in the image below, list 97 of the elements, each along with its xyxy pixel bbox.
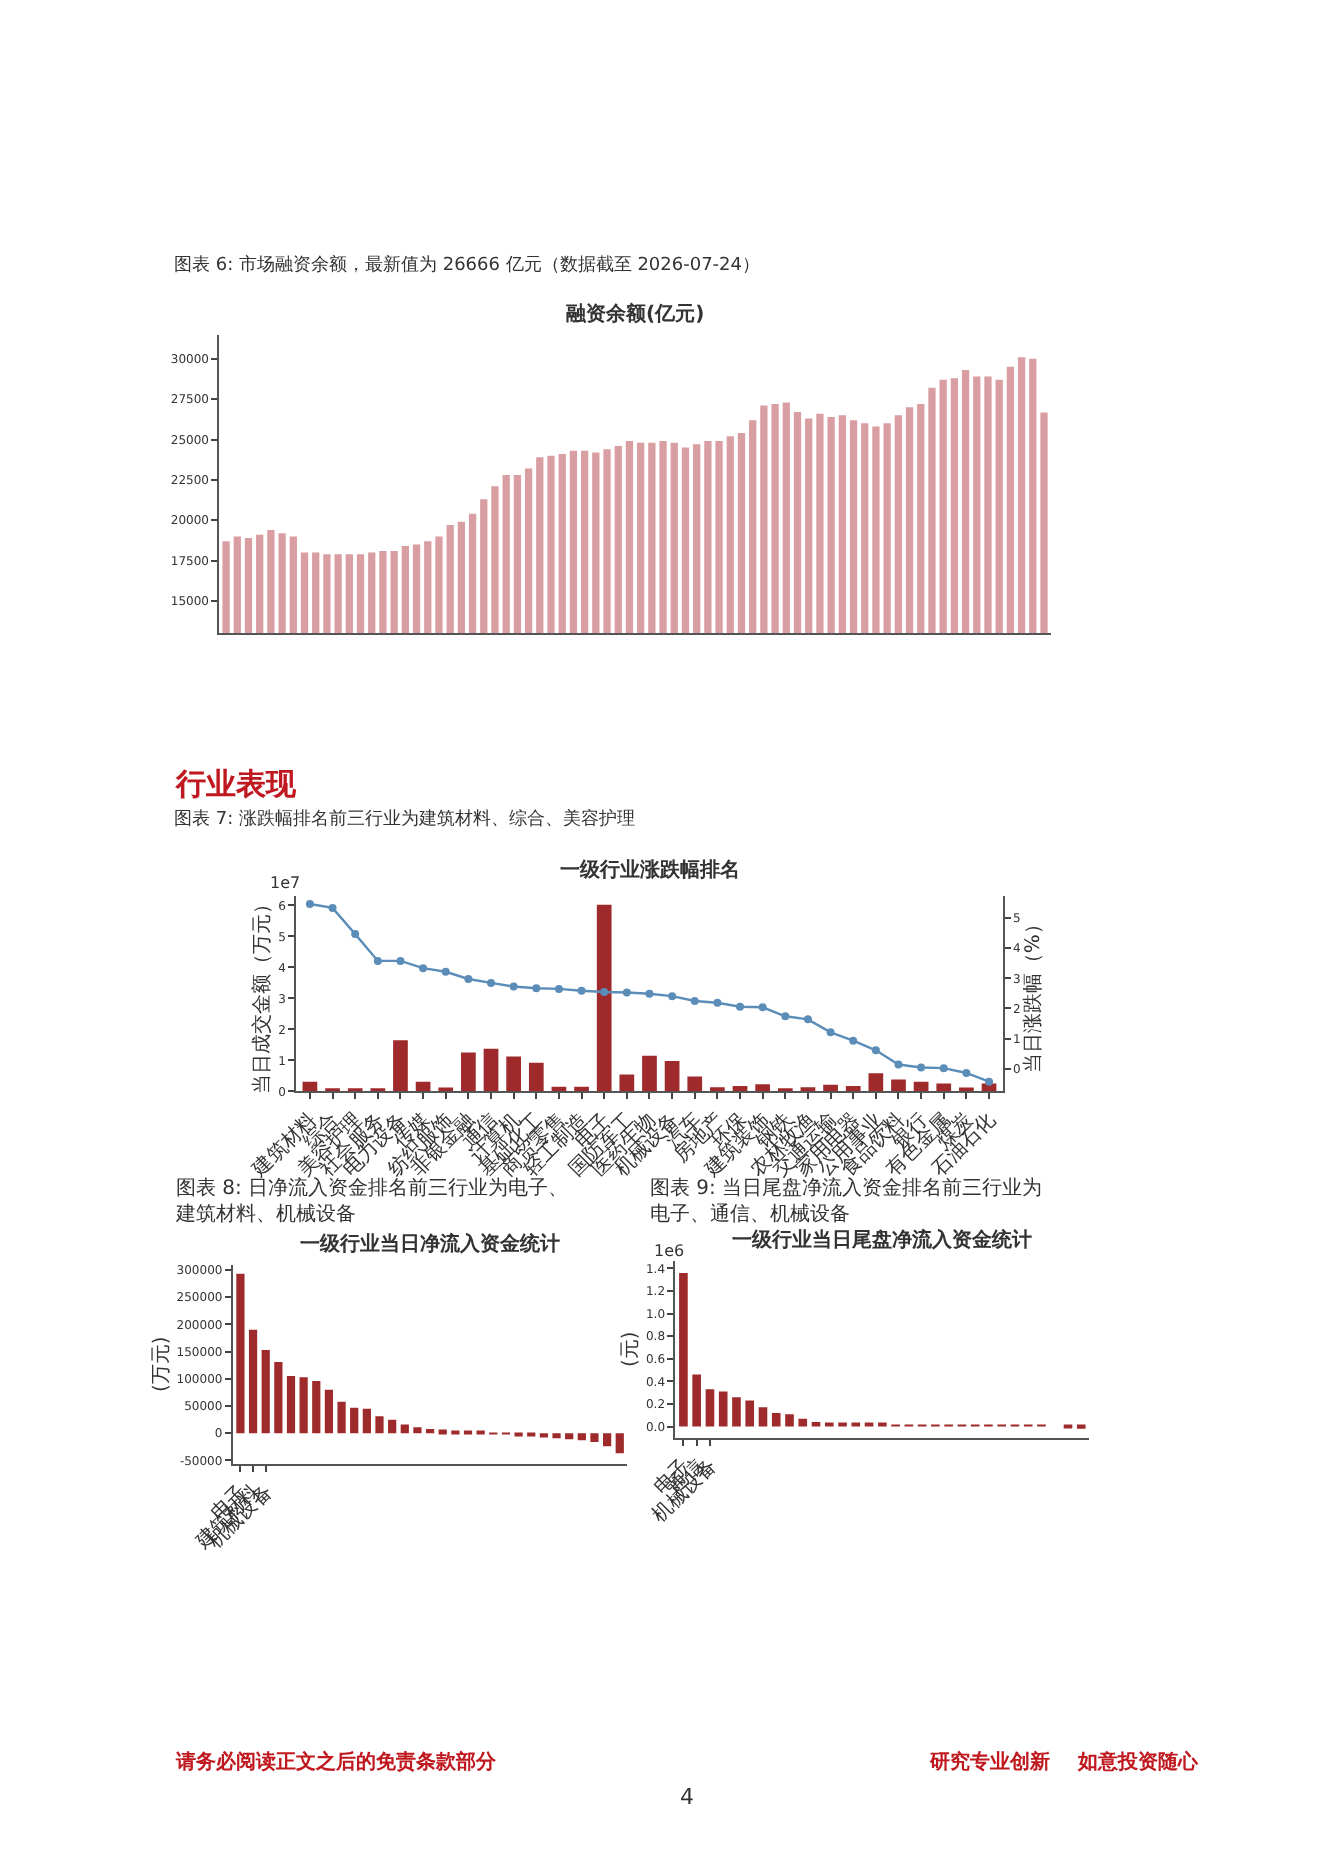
bar: [248, 1329, 258, 1434]
point: [962, 1068, 971, 1077]
bar: [936, 1083, 952, 1092]
bar: [274, 1361, 283, 1434]
point: [328, 903, 337, 912]
point: [849, 1036, 858, 1045]
bar: [679, 1273, 688, 1427]
bar: [528, 1062, 544, 1092]
point: [554, 984, 563, 993]
bar: [745, 1400, 755, 1427]
chart-title: 一级行业当日尾盘净流入资金统计: [732, 1228, 1032, 1252]
point: [871, 1046, 880, 1055]
bar: [732, 1397, 741, 1427]
bar: [552, 1433, 561, 1439]
bar: [506, 1056, 522, 1092]
bar: [286, 1376, 296, 1434]
bar: [785, 1414, 794, 1427]
point: [532, 984, 541, 993]
point: [781, 1012, 790, 1021]
bar: [596, 904, 612, 1092]
bar: [393, 1040, 408, 1092]
point: [668, 992, 677, 1001]
point: [690, 996, 699, 1005]
point: [487, 978, 496, 987]
bar: [891, 1079, 906, 1092]
point: [758, 1003, 767, 1012]
point: [803, 1015, 812, 1024]
y2-axis-title: 当日涨跌幅（%）: [1021, 914, 1046, 1074]
point: [826, 1028, 835, 1037]
y-axis-title: (万元): [150, 1336, 173, 1392]
bar: [868, 1073, 884, 1092]
text: 图表 6: 市场融资余额，最新值为 26666 亿元（数据截至 2026-07-24）: [174, 254, 760, 276]
bar: [619, 1074, 635, 1092]
point: [600, 987, 609, 996]
bar: [664, 1060, 680, 1092]
bar: [758, 1407, 768, 1427]
text: 图表 8: 日净流入资金排名前三行业为电子、建筑材料、机械设备: [174, 1176, 569, 1226]
bar: [577, 1433, 586, 1441]
point: [645, 989, 654, 998]
bar: [705, 1389, 715, 1427]
bar: [236, 1273, 245, 1434]
text: 图表 9: 当日尾盘净流入资金排名前三行业为电子、通信、机械设备: [650, 1176, 1043, 1226]
bar: [375, 1416, 384, 1434]
bar: [388, 1419, 397, 1434]
point: [736, 1002, 745, 1011]
text: 1e7: [270, 874, 301, 892]
point: [985, 1077, 994, 1086]
bar: [461, 1052, 476, 1092]
bar: [324, 1389, 334, 1434]
point: [917, 1063, 926, 1072]
point: [464, 974, 473, 983]
bar: [687, 1076, 703, 1092]
bar: [350, 1407, 359, 1434]
text: 研究专业创新 如意投资随心: [928, 1750, 1200, 1774]
point: [441, 967, 450, 976]
bar: [718, 1391, 728, 1427]
bar: [312, 1381, 321, 1434]
chart-title: 一级行业涨跌幅排名: [560, 858, 740, 882]
point: [509, 982, 518, 991]
bar: [337, 1401, 346, 1434]
point: [713, 998, 722, 1007]
bar: [299, 1377, 308, 1434]
bar: [732, 1086, 748, 1092]
point: [351, 930, 360, 939]
text: 1e6: [654, 1242, 685, 1260]
bar: [798, 1418, 808, 1427]
y-axis-title: 当日成交金额（万元）: [250, 893, 275, 1094]
text: 4: [680, 1784, 694, 1810]
point: [419, 964, 428, 973]
bar: [362, 1408, 371, 1434]
bar: [692, 1374, 701, 1427]
chart-title: 一级行业当日净流入资金统计: [300, 1232, 560, 1256]
text: 行业表现: [174, 766, 298, 802]
point: [373, 956, 382, 965]
bar: [755, 1084, 771, 1092]
bar: [823, 1084, 838, 1092]
bar: [565, 1433, 574, 1440]
bar: [483, 1048, 499, 1092]
point: [622, 988, 631, 997]
point: [939, 1064, 948, 1073]
bar: [615, 1433, 624, 1454]
bar: [771, 1412, 781, 1427]
chart-title: 融资余额(亿元): [566, 302, 705, 326]
bar: [413, 1427, 422, 1434]
text: 图表 7: 涨跌幅排名前三行业为建筑材料、综合、美容护理: [174, 808, 635, 830]
text: 请务必阅读正文之后的免责条款部分: [174, 1750, 498, 1774]
bar: [438, 1429, 447, 1435]
y-axis-title: (元): [619, 1331, 642, 1368]
bar: [845, 1086, 861, 1092]
bar: [642, 1055, 657, 1092]
bar: [603, 1433, 612, 1447]
point: [577, 986, 586, 995]
point: [305, 899, 314, 908]
point: [396, 956, 405, 965]
bar: [590, 1433, 599, 1442]
bar: [261, 1349, 270, 1434]
point: [894, 1060, 903, 1069]
